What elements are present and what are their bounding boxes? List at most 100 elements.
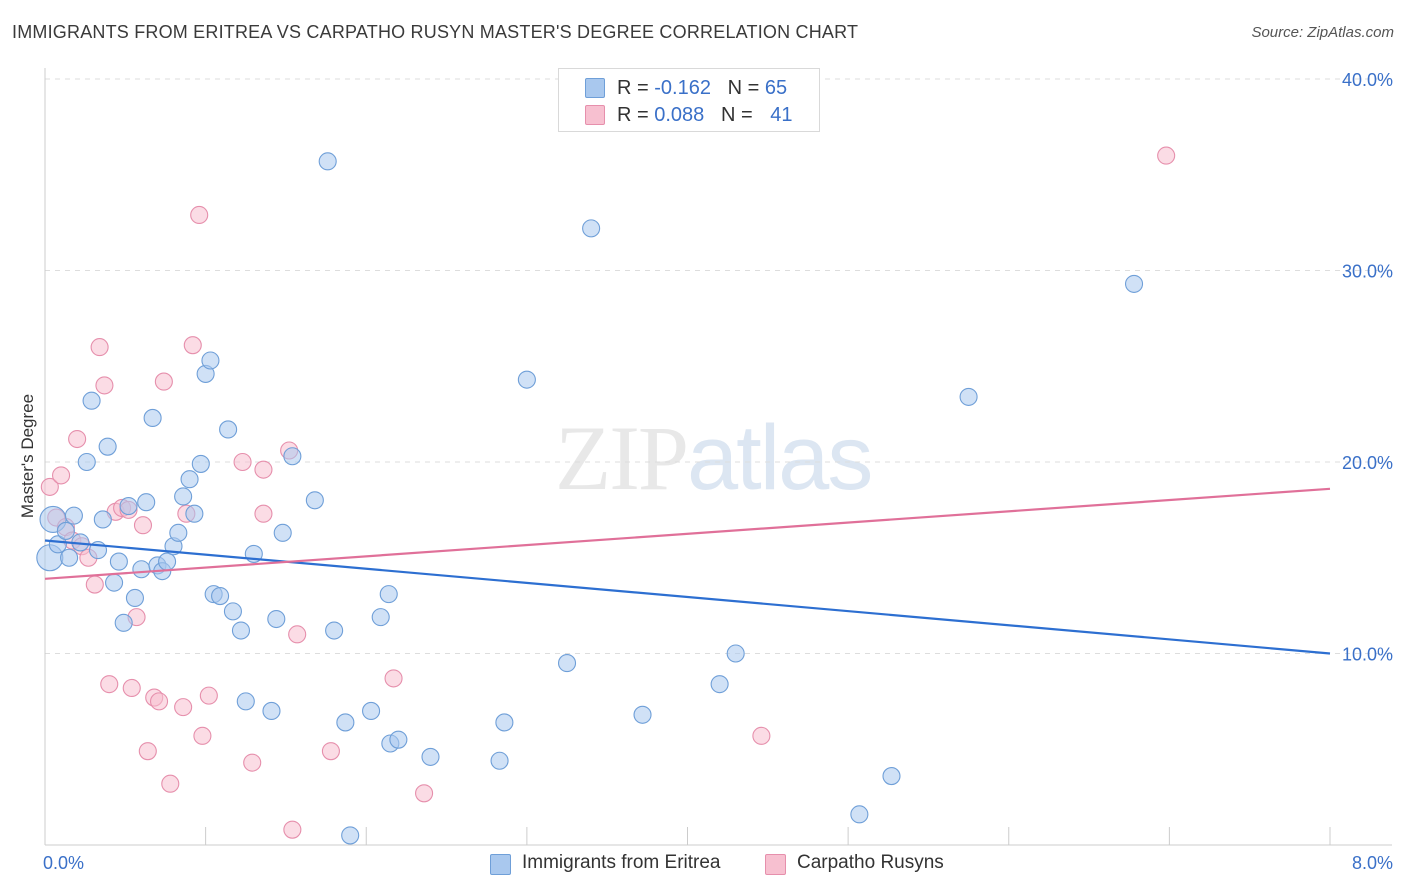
series-legend: Immigrants from Eritrea Carpatho Rusyns: [0, 852, 1406, 878]
y-axis-label: Master's Degree: [18, 394, 37, 518]
point-eritrea: [180, 470, 199, 489]
point-eritrea: [267, 609, 286, 629]
point-rusyn: [254, 504, 273, 523]
point-rusyn: [752, 726, 771, 745]
point-eritrea: [56, 521, 75, 540]
point-eritrea: [325, 621, 344, 640]
point-rusyn: [90, 338, 109, 357]
point-eritrea: [93, 510, 112, 529]
point-rusyn: [321, 742, 340, 761]
x-tick-label: 8.0%: [1352, 853, 1393, 873]
swatch-eritrea: [585, 78, 605, 98]
point-rusyn: [154, 372, 173, 391]
point-rusyn: [85, 575, 104, 594]
point-eritrea: [119, 496, 138, 516]
point-eritrea: [283, 447, 302, 466]
point-eritrea: [125, 588, 144, 608]
r-label: R =: [617, 77, 649, 99]
y-tick-label: 10.0%: [1342, 645, 1393, 665]
point-rusyn: [193, 726, 212, 745]
point-eritrea: [48, 535, 67, 554]
point-eritrea: [64, 506, 83, 525]
n-label: N =: [720, 104, 753, 126]
point-eritrea: [582, 219, 601, 238]
point-eritrea: [318, 152, 337, 171]
n-value-eritrea: 65: [764, 77, 788, 99]
point-rusyn: [40, 477, 59, 496]
point-eritrea: [490, 751, 509, 770]
r-value-rusyn: 0.088: [654, 104, 705, 126]
watermark-atlas: atlas: [687, 407, 873, 509]
legend-label-rusyn: Carpatho Rusyns: [797, 852, 944, 873]
point-rusyn: [288, 625, 307, 644]
point-rusyn: [133, 516, 153, 535]
point-rusyn: [149, 692, 169, 711]
stats-legend: R = -0.162 N = 65 R = 0.088 N = 41: [558, 68, 820, 132]
point-rusyn: [52, 466, 71, 485]
point-rusyn: [254, 460, 273, 479]
point-eritrea: [850, 805, 869, 824]
point-eritrea: [132, 560, 151, 579]
point-eritrea: [60, 548, 79, 567]
point-eritrea: [185, 504, 204, 523]
point-eritrea: [211, 586, 230, 606]
point-rusyn: [233, 452, 252, 472]
n-label: N =: [727, 77, 760, 99]
n-value-rusyn: 41: [770, 104, 793, 126]
legend-label-eritrea: Immigrants from Eritrea: [522, 852, 721, 873]
chart-title: IMMIGRANTS FROM ERITREA VS CARPATHO RUSY…: [12, 22, 859, 42]
point-eritrea: [137, 493, 156, 512]
point-eritrea: [158, 552, 177, 571]
r-value-eritrea: -0.162: [654, 77, 711, 99]
point-eritrea: [236, 692, 255, 711]
legend-swatch-eritrea: [490, 854, 511, 875]
point-rusyn: [100, 675, 119, 694]
point-rusyn: [243, 753, 262, 772]
source-credit: Source: ZipAtlas.com: [1251, 24, 1394, 41]
point-eritrea: [98, 437, 117, 456]
point-eritrea: [109, 552, 128, 571]
y-tick-label: 30.0%: [1342, 262, 1393, 282]
point-eritrea: [82, 391, 101, 410]
point-rusyn: [95, 376, 114, 395]
point-eritrea: [389, 730, 408, 749]
point-eritrea: [174, 487, 193, 506]
point-eritrea: [959, 387, 978, 406]
point-eritrea: [421, 747, 440, 766]
x-tick-label: 0.0%: [43, 853, 84, 873]
point-eritrea: [191, 454, 210, 473]
point-eritrea: [262, 701, 281, 721]
y-tick-label: 20.0%: [1342, 453, 1393, 473]
point-eritrea: [557, 654, 577, 673]
point-eritrea: [371, 608, 390, 627]
point-eritrea: [201, 351, 220, 370]
point-rusyn: [190, 205, 209, 225]
trend-line-eritrea: [44, 539, 1331, 655]
watermark: ZIPatlas: [555, 405, 873, 511]
point-eritrea: [223, 602, 242, 621]
point-rusyn: [138, 742, 157, 761]
swatch-rusyn: [585, 105, 605, 125]
point-rusyn: [1157, 146, 1176, 165]
point-eritrea: [77, 452, 96, 472]
point-eritrea: [882, 767, 901, 786]
point-rusyn: [183, 336, 202, 355]
point-rusyn: [161, 774, 180, 793]
point-rusyn: [415, 784, 434, 803]
point-eritrea: [231, 621, 251, 640]
point-eritrea: [379, 585, 398, 604]
point-eritrea: [336, 713, 355, 732]
point-rusyn: [68, 429, 87, 449]
point-eritrea: [273, 523, 292, 542]
point-eritrea: [633, 705, 652, 724]
legend-swatch-rusyn: [765, 854, 786, 875]
point-eritrea: [143, 408, 162, 428]
point-eritrea: [1124, 274, 1144, 293]
point-eritrea: [495, 713, 514, 732]
trend-line-rusyn: [44, 487, 1331, 580]
point-rusyn: [199, 686, 218, 705]
point-eritrea: [105, 573, 124, 592]
r-label: R =: [617, 104, 649, 126]
watermark-zip: ZIP: [555, 407, 689, 509]
